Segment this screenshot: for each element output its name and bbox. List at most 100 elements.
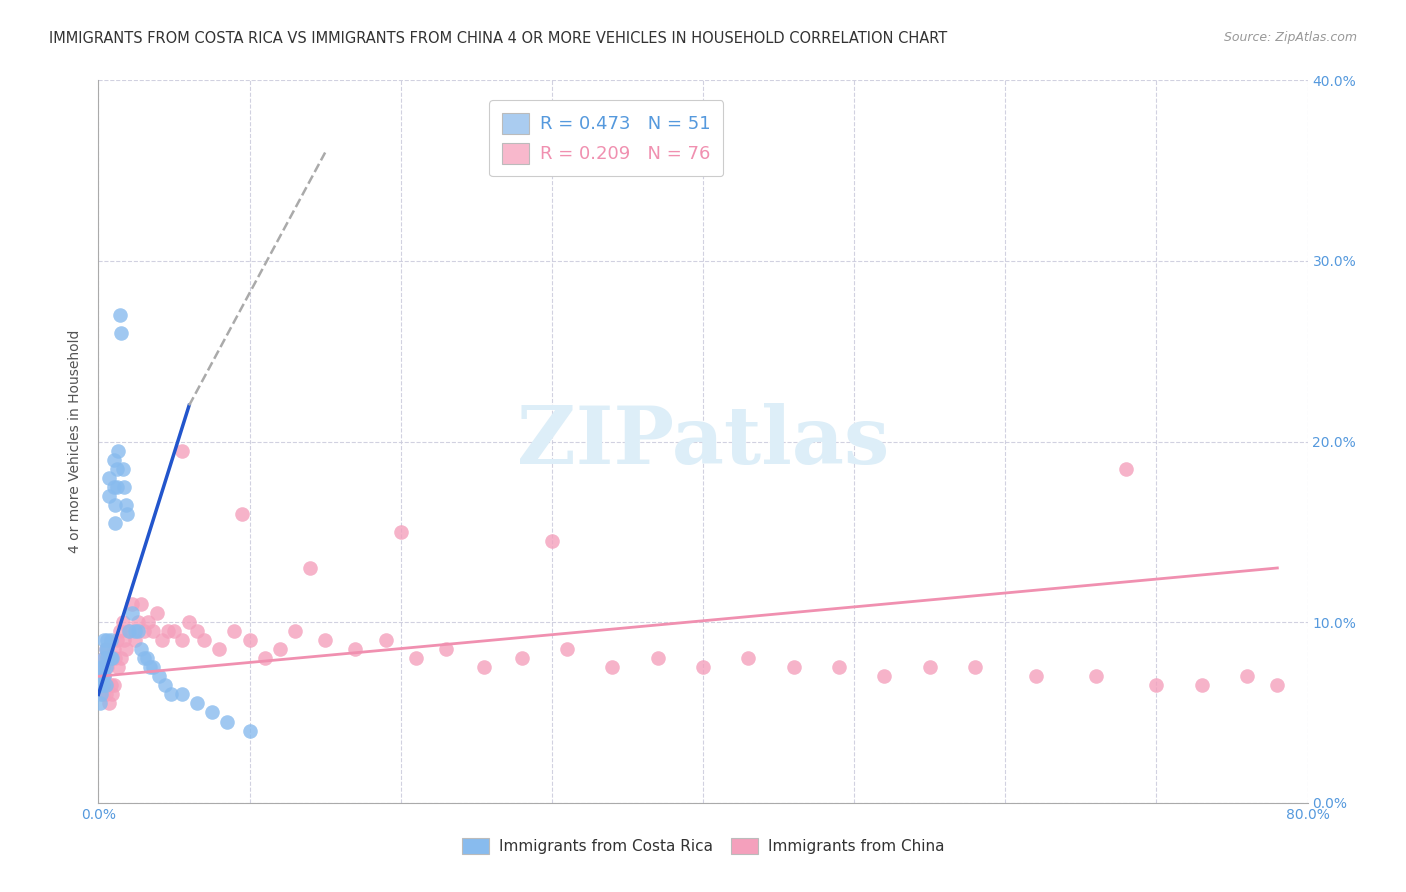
Point [124, 624, 146, 639]
Point [118, 624, 141, 639]
Point [160, 687, 183, 701]
Point [96, 633, 118, 648]
Point [110, 651, 132, 665]
Point [170, 633, 193, 648]
Point [107, 660, 129, 674]
Point [100, 633, 122, 648]
Point [103, 678, 125, 692]
Point [100, 651, 122, 665]
Point [208, 642, 231, 657]
Point [93, 669, 115, 683]
Point [186, 697, 208, 711]
Point [783, 660, 806, 674]
Point [104, 651, 127, 665]
Point [965, 660, 987, 674]
Text: IMMIGRANTS FROM COSTA RICA VS IMMIGRANTS FROM CHINA 4 OR MORE VEHICLES IN HOUSEH: IMMIGRANTS FROM COSTA RICA VS IMMIGRANTS… [49, 31, 948, 46]
Point [201, 706, 224, 720]
Point [112, 633, 135, 648]
Point [112, 480, 135, 494]
Point [96, 642, 118, 657]
Point [156, 624, 179, 639]
Point [828, 660, 851, 674]
Point [91, 687, 114, 701]
Point [90, 660, 112, 674]
Point [344, 642, 367, 657]
Point [93, 651, 115, 665]
Point [231, 507, 253, 521]
Text: ZIPatlas: ZIPatlas [517, 402, 889, 481]
Point [170, 687, 193, 701]
Point [105, 461, 128, 475]
Point [111, 615, 134, 630]
Point [98, 651, 121, 665]
Point [94, 642, 117, 657]
Point [98, 489, 121, 503]
Point [127, 615, 149, 630]
Point [108, 308, 131, 322]
Point [118, 624, 141, 639]
Point [104, 516, 127, 530]
Point [132, 651, 155, 665]
Legend: Immigrants from Costa Rica, Immigrants from China: Immigrants from Costa Rica, Immigrants f… [456, 832, 950, 860]
Point [108, 624, 131, 639]
Point [389, 524, 412, 539]
Point [89, 678, 111, 692]
Point [111, 461, 134, 475]
Point [434, 642, 457, 657]
Point [1236, 669, 1258, 683]
Point [142, 660, 165, 674]
Point [100, 651, 122, 665]
Point [103, 452, 125, 467]
Point [103, 642, 125, 657]
Point [115, 507, 138, 521]
Point [91, 660, 114, 674]
Point [284, 624, 307, 639]
Point [94, 642, 117, 657]
Point [148, 669, 170, 683]
Point [94, 687, 117, 701]
Point [127, 624, 149, 639]
Point [94, 660, 117, 674]
Point [170, 443, 193, 458]
Point [129, 597, 152, 611]
Point [1267, 678, 1289, 692]
Point [96, 651, 118, 665]
Point [93, 651, 115, 665]
Point [114, 498, 136, 512]
Point [93, 669, 115, 683]
Point [91, 660, 114, 674]
Point [89, 669, 111, 683]
Point [153, 678, 176, 692]
Point [98, 697, 121, 711]
Point [101, 651, 124, 665]
Point [121, 606, 143, 620]
Point [146, 606, 169, 620]
Point [121, 597, 143, 611]
Point [90, 687, 112, 701]
Point [142, 624, 165, 639]
Point [186, 624, 208, 639]
Point [100, 678, 122, 692]
Point [179, 615, 201, 630]
Point [215, 714, 238, 729]
Point [91, 669, 114, 683]
Point [104, 498, 127, 512]
Point [132, 624, 155, 639]
Point [96, 660, 118, 674]
Point [105, 480, 128, 494]
Point [93, 633, 115, 648]
Point [135, 651, 157, 665]
Point [101, 687, 124, 701]
Point [737, 651, 759, 665]
Point [253, 651, 276, 665]
Point [555, 642, 578, 657]
Point [405, 651, 427, 665]
Point [96, 678, 118, 692]
Point [1144, 678, 1167, 692]
Point [110, 326, 132, 340]
Point [239, 633, 262, 648]
Point [105, 633, 128, 648]
Point [114, 642, 136, 657]
Point [129, 642, 152, 657]
Y-axis label: 4 or more Vehicles in Household: 4 or more Vehicles in Household [69, 330, 83, 553]
